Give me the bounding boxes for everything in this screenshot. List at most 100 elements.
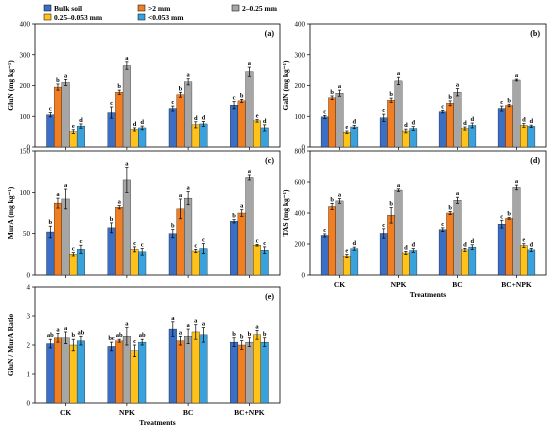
bar xyxy=(253,245,262,276)
x-tick-label: BC+NPK xyxy=(234,408,265,417)
bar xyxy=(107,227,116,276)
bar xyxy=(107,346,116,404)
significance-letter: b xyxy=(171,223,175,230)
x-tick-label: BC+NPK xyxy=(501,280,532,289)
panel-label: (e) xyxy=(265,292,274,301)
x-axis-title: Treatments xyxy=(410,290,446,299)
bar xyxy=(69,254,78,276)
legend-label: <0.053 mm xyxy=(148,13,184,22)
bar xyxy=(387,215,395,276)
panel-label: (a) xyxy=(265,29,275,38)
x-tick-label: BC xyxy=(452,280,462,289)
bar xyxy=(438,229,447,276)
significance-letter: a xyxy=(64,325,68,332)
bar xyxy=(61,337,70,404)
bar xyxy=(130,129,139,148)
significance-letter: c xyxy=(441,103,444,110)
bar xyxy=(497,224,506,276)
y-tick-label: 400 xyxy=(295,21,306,29)
bar xyxy=(191,331,200,404)
legend-label: 0.25–0.053 mm xyxy=(54,13,103,22)
significance-letter: b xyxy=(448,204,452,211)
bar xyxy=(527,249,536,276)
significance-letter: b xyxy=(179,85,183,92)
y-axis-title: MurA (mg kg⁻¹) xyxy=(6,186,15,239)
significance-letter: a xyxy=(338,192,342,199)
y-tick-label: 800 xyxy=(295,148,306,156)
significance-letter: b xyxy=(330,89,334,96)
significance-letter: c xyxy=(382,222,385,229)
significance-letter: b xyxy=(389,91,393,98)
significance-letter: a xyxy=(248,60,252,67)
panel-label: (b) xyxy=(530,29,540,38)
bar xyxy=(184,197,193,276)
bar xyxy=(320,235,329,276)
y-tick-label: 150 xyxy=(20,148,31,156)
significance-letter: b xyxy=(448,94,452,101)
bar xyxy=(260,250,269,276)
significance-letter: c xyxy=(323,227,326,234)
bar xyxy=(122,336,131,404)
significance-letter: a xyxy=(515,178,519,185)
bar xyxy=(343,255,351,276)
significance-letter: c xyxy=(72,246,75,253)
significance-letter: ab xyxy=(47,332,54,339)
bar xyxy=(122,65,131,148)
significance-letter: ab xyxy=(116,332,123,339)
y-axis-title: GalN (mg kg⁻¹) xyxy=(281,60,290,110)
legend-swatch xyxy=(231,4,240,12)
bar xyxy=(237,344,246,404)
y-tick-label: 50 xyxy=(23,230,31,238)
significance-letter: a xyxy=(125,55,129,62)
bar xyxy=(168,233,177,276)
bar xyxy=(253,120,262,148)
y-tick-label: 0 xyxy=(27,272,31,280)
legend-label: Bulk soil xyxy=(54,4,82,13)
significance-letter: b xyxy=(330,196,334,203)
significance-letter: c xyxy=(194,242,197,249)
bar xyxy=(138,341,147,404)
bar xyxy=(230,221,239,276)
significance-letter: ab xyxy=(78,329,85,336)
significance-letter: a xyxy=(456,190,460,197)
bar xyxy=(61,82,70,148)
y-axis-title: GluN (mg kg⁻¹) xyxy=(6,60,15,111)
x-tick-label: NPK xyxy=(119,408,135,417)
significance-letter: d xyxy=(463,120,467,127)
significance-letter: e xyxy=(522,237,525,244)
bar xyxy=(168,328,177,404)
significance-letter: a xyxy=(64,72,68,79)
bar xyxy=(253,334,262,404)
significance-letter: c xyxy=(202,237,205,244)
bar xyxy=(230,105,239,148)
y-axis-title: GluN / MurA Ratio xyxy=(6,314,15,377)
y-tick-label: 0 xyxy=(27,144,31,152)
legend-swatch xyxy=(43,13,52,21)
significance-letter: a xyxy=(118,199,122,206)
significance-letter: d xyxy=(194,115,198,122)
plot-frame xyxy=(34,150,281,276)
significance-letter: a xyxy=(56,326,60,333)
significance-letter: d xyxy=(202,114,206,121)
bar xyxy=(520,245,528,276)
bar xyxy=(394,189,403,276)
significance-letter: a xyxy=(125,161,129,168)
significance-letter: a xyxy=(179,192,183,199)
significance-letter: b xyxy=(56,77,60,84)
y-tick-label: 3 xyxy=(27,313,31,321)
bar xyxy=(379,233,388,276)
significance-letter: e xyxy=(72,123,75,130)
significance-letter: a xyxy=(194,318,198,325)
bar xyxy=(237,100,246,148)
bar xyxy=(453,200,462,276)
bar xyxy=(468,246,477,276)
y-tick-label: 100 xyxy=(20,113,31,121)
panel-label: (d) xyxy=(530,156,540,165)
significance-letter: b xyxy=(49,219,53,226)
significance-letter: c xyxy=(79,238,82,245)
significance-letter: bc xyxy=(108,335,115,342)
significance-letter: c xyxy=(49,106,52,113)
